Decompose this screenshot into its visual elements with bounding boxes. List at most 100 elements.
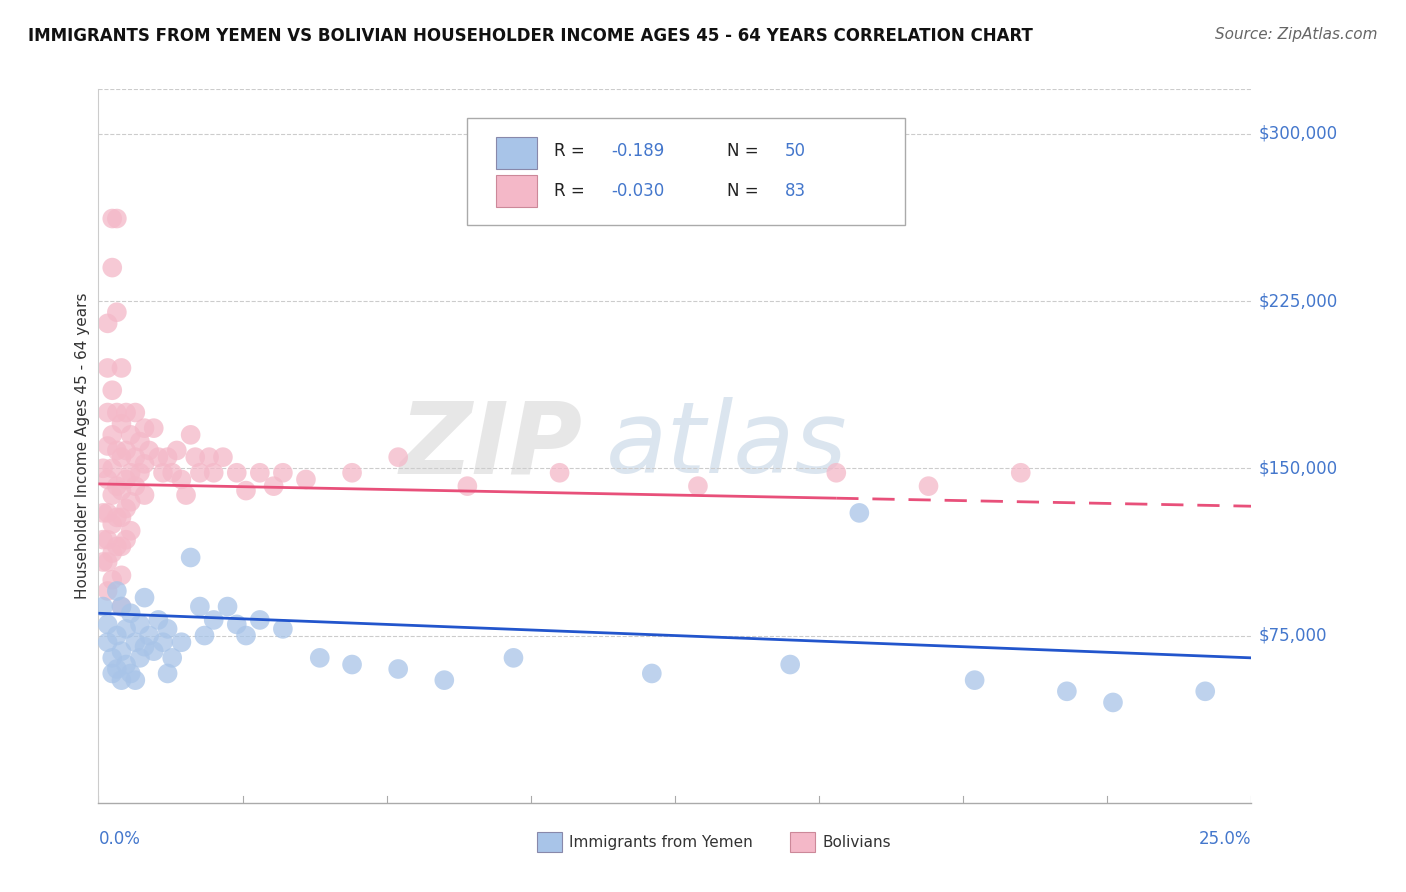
Point	[101, 211, 124, 226]
Text: R =: R =	[554, 143, 591, 161]
Point	[963, 673, 986, 687]
Point	[779, 657, 801, 672]
Text: N =: N =	[727, 143, 763, 161]
Point	[91, 555, 114, 569]
Point	[105, 443, 128, 458]
Point	[1010, 466, 1032, 480]
Point	[101, 427, 124, 442]
Point	[101, 488, 124, 502]
Point	[193, 628, 215, 642]
Point	[134, 457, 156, 471]
Text: 83: 83	[785, 182, 806, 200]
Text: $225,000: $225,000	[1258, 292, 1337, 310]
Point	[212, 450, 235, 464]
Point	[105, 628, 128, 642]
Point	[115, 473, 138, 487]
Text: Immigrants from Yemen: Immigrants from Yemen	[569, 835, 752, 849]
Text: ZIP: ZIP	[399, 398, 582, 494]
Point	[101, 260, 124, 275]
Point	[686, 479, 709, 493]
Point	[115, 501, 138, 516]
Point	[387, 450, 409, 464]
Point	[105, 405, 128, 419]
Point	[249, 613, 271, 627]
Point	[110, 599, 132, 614]
Point	[202, 613, 225, 627]
Point	[166, 443, 188, 458]
Point	[1056, 684, 1078, 698]
Point	[110, 599, 132, 614]
Point	[180, 427, 202, 442]
Point	[188, 466, 211, 480]
Point	[97, 405, 120, 419]
Point	[97, 635, 120, 649]
Point	[134, 488, 156, 502]
Point	[120, 607, 142, 621]
Point	[917, 479, 939, 493]
Point	[263, 479, 285, 493]
Point	[120, 524, 142, 538]
Point	[184, 450, 207, 464]
Text: 25.0%: 25.0%	[1199, 830, 1251, 847]
Point	[105, 510, 128, 524]
FancyBboxPatch shape	[496, 175, 537, 207]
Point	[138, 443, 160, 458]
Point	[138, 628, 160, 642]
Text: $150,000: $150,000	[1258, 459, 1337, 477]
Text: R =: R =	[554, 182, 591, 200]
Point	[110, 450, 132, 464]
Text: 50: 50	[785, 143, 806, 161]
Text: -0.189: -0.189	[612, 143, 665, 161]
Point	[148, 613, 170, 627]
Point	[110, 644, 132, 658]
Point	[97, 473, 120, 487]
Text: Bolivians: Bolivians	[823, 835, 891, 849]
Y-axis label: Householder Income Ages 45 - 64 years: Householder Income Ages 45 - 64 years	[75, 293, 90, 599]
Point	[340, 466, 363, 480]
Point	[156, 622, 179, 636]
Point	[101, 651, 124, 665]
Point	[97, 316, 120, 330]
Point	[110, 483, 132, 498]
Point	[105, 305, 128, 319]
Point	[124, 673, 146, 687]
Point	[120, 466, 142, 480]
Point	[124, 635, 146, 649]
Point	[340, 657, 363, 672]
Point	[308, 651, 330, 665]
Point	[217, 599, 239, 614]
Point	[110, 568, 132, 582]
Point	[97, 583, 120, 598]
Point	[105, 539, 128, 553]
Point	[641, 666, 664, 681]
Point	[101, 666, 124, 681]
Point	[129, 466, 152, 480]
Point	[156, 450, 179, 464]
Point	[124, 479, 146, 493]
Point	[97, 439, 120, 453]
Point	[502, 651, 524, 665]
Point	[170, 473, 193, 487]
Point	[152, 466, 174, 480]
Point	[101, 517, 124, 532]
Text: -0.030: -0.030	[612, 182, 665, 200]
Point	[105, 662, 128, 676]
Point	[225, 466, 247, 480]
Point	[134, 591, 156, 605]
Text: N =: N =	[727, 182, 763, 200]
Point	[160, 651, 183, 665]
Point	[115, 622, 138, 636]
Point	[129, 651, 152, 665]
Point	[202, 466, 225, 480]
Point	[129, 434, 152, 449]
Point	[548, 466, 571, 480]
Point	[91, 506, 114, 520]
Point	[124, 405, 146, 419]
Point	[180, 550, 202, 565]
Text: Source: ZipAtlas.com: Source: ZipAtlas.com	[1215, 27, 1378, 42]
Point	[120, 427, 142, 442]
Point	[142, 421, 165, 435]
Text: atlas: atlas	[606, 398, 848, 494]
Point	[110, 417, 132, 431]
Point	[120, 666, 142, 681]
